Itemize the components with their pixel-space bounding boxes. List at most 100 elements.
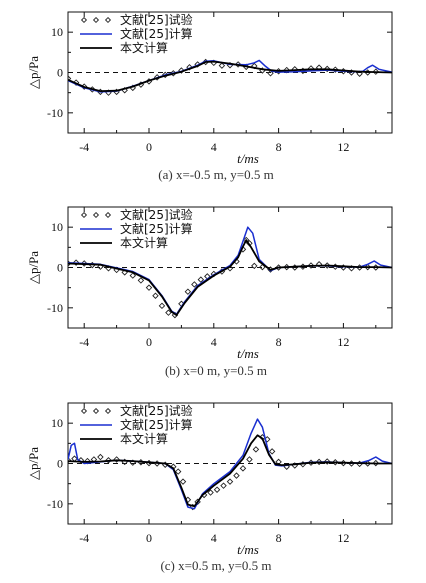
x-tick-label: 0	[146, 335, 152, 349]
experiment-marker	[105, 457, 112, 464]
y-tick-label: 10	[51, 416, 63, 430]
plot-data	[68, 418, 392, 511]
experiment-marker	[191, 281, 198, 288]
y-tick-label: -10	[47, 106, 63, 120]
legend-label: 文献[25]计算	[120, 417, 193, 432]
experiment-marker	[315, 261, 323, 268]
experiment-marker	[220, 482, 227, 489]
x-tick-label: 0	[146, 531, 152, 545]
legend-marker-experiment	[80, 211, 88, 219]
y-tick-label: 0	[57, 261, 63, 275]
x-tick-label: 0	[146, 140, 152, 154]
experiment-marker	[152, 292, 159, 299]
y-tick-label: 10	[51, 25, 63, 39]
experiment-marker	[145, 284, 153, 291]
legend-marker-experiment	[80, 16, 88, 24]
reference-calc-line	[68, 59, 392, 93]
legend-marker-experiment	[104, 407, 112, 415]
y-tick-label: -10	[47, 301, 63, 315]
experiment-marker	[197, 276, 205, 283]
x-tick-label: 8	[276, 335, 282, 349]
y-tick-label: 10	[51, 220, 63, 234]
experiment-marker	[77, 457, 85, 464]
present-calc-line	[68, 239, 392, 317]
experiment-marker	[372, 68, 380, 75]
experiment-marker	[174, 468, 182, 475]
experiment-marker	[356, 70, 363, 77]
y-axis-label: △p/Pa	[26, 251, 41, 284]
experiment-marker	[246, 456, 253, 463]
legend-label: 文献[25]试验	[120, 403, 193, 418]
experiment-marker	[68, 457, 72, 464]
y-tick-label: 0	[57, 457, 63, 471]
legend-marker-experiment	[92, 16, 100, 24]
panel-caption: (c) x=0.5 m, y=0.5 m	[160, 558, 271, 573]
legend-marker-experiment	[92, 211, 100, 219]
experiment-marker	[186, 64, 193, 71]
experiment-marker	[307, 262, 315, 269]
experiment-marker	[80, 260, 88, 267]
experiment-marker	[233, 472, 240, 479]
x-tick-label: 4	[211, 335, 217, 349]
experiment-marker	[251, 262, 258, 270]
experiment-marker	[323, 458, 331, 465]
experiment-marker	[137, 277, 145, 284]
experiment-marker	[178, 67, 185, 74]
experiment-marker	[68, 75, 72, 82]
legend-marker-experiment	[104, 16, 112, 24]
experiment-marker	[184, 288, 192, 295]
experiment-marker	[72, 259, 80, 266]
experiment-marker	[179, 478, 187, 485]
plot-data	[68, 226, 392, 319]
experiment-marker	[332, 66, 339, 73]
x-tick-label: 12	[337, 531, 349, 545]
x-tick-label: 12	[337, 140, 349, 154]
present-calc-line	[68, 60, 392, 92]
x-axis-label: t/ms	[237, 542, 259, 557]
x-axis-label: t/ms	[237, 151, 259, 166]
legend-label: 本文计算	[120, 235, 168, 250]
legend-label: 本文计算	[120, 40, 168, 55]
panel-caption: (b) x=0 m, y=0.5 m	[165, 363, 267, 378]
experiment-marker	[252, 446, 260, 453]
panel-caption: (a) x=-0.5 m, y=0.5 m	[158, 167, 273, 182]
experiment-marker	[323, 65, 331, 73]
experiment-marker	[372, 459, 380, 467]
experiment-marker	[315, 458, 323, 466]
x-tick-label: -4	[79, 140, 89, 154]
experiment-marker	[267, 70, 274, 77]
legend-label: 本文计算	[120, 431, 168, 446]
experiment-marker	[207, 489, 214, 496]
x-tick-label: 12	[337, 335, 349, 349]
present-calc-line	[68, 434, 392, 508]
experiment-marker	[283, 66, 290, 74]
y-tick-label: -10	[47, 497, 63, 511]
experiment-marker	[129, 272, 137, 279]
plot-data	[68, 58, 392, 96]
x-tick-label: -4	[79, 335, 89, 349]
x-tick-label: 4	[211, 531, 217, 545]
y-axis-label: △p/Pa	[26, 447, 41, 480]
legend-label: 文献[25]计算	[120, 26, 193, 41]
legend-label: 文献[25]试验	[120, 207, 193, 222]
experiment-marker	[158, 302, 166, 310]
experiment-marker	[165, 309, 172, 316]
experiment-marker	[213, 486, 221, 493]
experiment-marker	[239, 465, 247, 472]
experiment-marker	[234, 61, 242, 68]
experiment-marker	[113, 456, 120, 463]
x-tick-label: 4	[211, 140, 217, 154]
legend-label: 文献[25]计算	[120, 221, 193, 236]
x-tick-label: -4	[79, 531, 89, 545]
y-axis-label: △p/Pa	[26, 56, 41, 89]
x-tick-label: 8	[276, 531, 282, 545]
experiment-marker	[323, 262, 331, 269]
experiment-marker	[97, 453, 104, 461]
